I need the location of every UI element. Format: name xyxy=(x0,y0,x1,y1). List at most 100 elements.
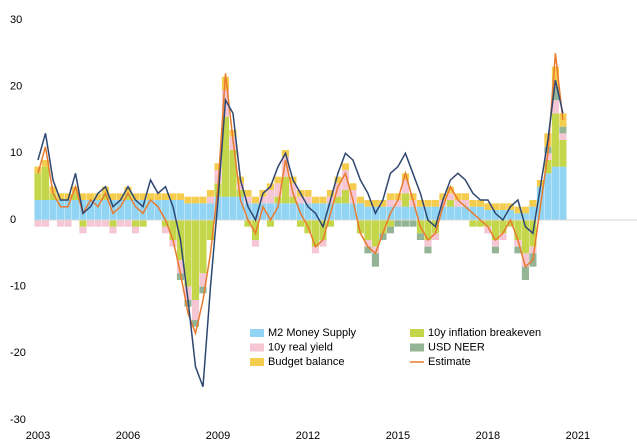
bar-segment xyxy=(491,210,499,220)
bar-segment xyxy=(326,190,335,197)
bar-segment xyxy=(41,220,50,227)
line-series xyxy=(37,53,564,336)
bar-segment xyxy=(379,220,387,234)
y-tick-label: 30 xyxy=(10,14,22,26)
bar-segment xyxy=(364,240,372,247)
bar-segment xyxy=(34,173,42,200)
bar-segment xyxy=(319,220,327,240)
bar-segment xyxy=(401,193,410,207)
bar-segment xyxy=(191,220,200,300)
bar-segment xyxy=(319,240,327,247)
bar-segment xyxy=(169,220,177,240)
bar-segment xyxy=(281,203,290,220)
bar-segment xyxy=(521,206,529,214)
bar-segment xyxy=(514,240,522,247)
line-series xyxy=(37,79,564,387)
bar-segment xyxy=(521,253,529,267)
bar-segment xyxy=(199,286,207,294)
bar-segment xyxy=(356,203,365,220)
bar-segment xyxy=(461,200,469,207)
bar-segment xyxy=(281,176,290,204)
x-tick-label: 2009 xyxy=(206,430,230,441)
x-tick-label: 2018 xyxy=(476,430,500,441)
bar-segment xyxy=(401,206,410,220)
bar-segment xyxy=(41,160,50,167)
bar-segment xyxy=(431,233,439,240)
bar-segment xyxy=(461,206,469,220)
bar-segment xyxy=(506,220,514,227)
y-tick-label: -10 xyxy=(10,281,26,293)
bar-segment xyxy=(139,193,147,200)
bar-segment xyxy=(334,203,342,220)
bar-segment xyxy=(199,196,207,204)
bar-segment xyxy=(446,193,454,200)
y-tick-label: 10 xyxy=(10,147,22,159)
bar-segment xyxy=(229,196,237,220)
bar-segment xyxy=(274,176,282,184)
bar-segment xyxy=(64,200,72,220)
bar-segment xyxy=(469,220,477,227)
bar-segment xyxy=(424,240,432,247)
bar-segment xyxy=(274,183,282,197)
bar-segment xyxy=(251,220,260,240)
bar-segment xyxy=(491,203,499,210)
bar-segment xyxy=(364,246,372,254)
bar-segment xyxy=(484,220,492,227)
bar-segment xyxy=(79,226,87,234)
bar-segment xyxy=(559,140,567,167)
bar-segment xyxy=(131,226,140,234)
bar-segment xyxy=(559,133,567,140)
bar-segment xyxy=(491,246,499,254)
bar-segment xyxy=(124,200,132,220)
bar-segment xyxy=(431,200,439,207)
bar-segment xyxy=(476,206,484,220)
bar-segment xyxy=(491,220,499,240)
legend-swatch xyxy=(410,343,424,352)
bar-segment xyxy=(401,173,410,180)
bar-segment xyxy=(386,226,395,234)
bar-segment xyxy=(49,193,57,200)
bar-segment xyxy=(184,220,192,287)
x-tick-label: 2006 xyxy=(116,430,140,441)
bar-segment xyxy=(469,200,477,207)
bar-segment xyxy=(281,156,290,177)
bar-segment xyxy=(521,220,529,254)
bar-segment xyxy=(191,300,200,320)
bar-segment xyxy=(394,193,402,200)
bar-segment xyxy=(109,193,117,200)
bar-segment xyxy=(551,100,559,114)
bar-segment xyxy=(349,203,357,220)
bar-segment xyxy=(409,200,417,207)
bar-segment xyxy=(304,203,312,220)
bar-segment xyxy=(221,116,230,197)
y-tick-label: -20 xyxy=(10,347,26,359)
bar-segment xyxy=(491,240,499,247)
bar-segment xyxy=(191,203,200,220)
bar-segment xyxy=(371,220,380,247)
bar-segment xyxy=(139,220,147,227)
bar-segment xyxy=(424,200,432,207)
bar-segment xyxy=(311,203,320,220)
bar-segment xyxy=(184,203,192,220)
bar-segment xyxy=(394,206,402,220)
bar-segment xyxy=(236,196,245,220)
legend-swatch xyxy=(250,329,264,337)
bar-segment xyxy=(94,220,102,227)
bar-segment xyxy=(379,200,387,207)
bar-segment xyxy=(109,226,117,234)
bar-segment xyxy=(101,193,110,200)
bar-segment xyxy=(206,196,215,204)
bar-segment xyxy=(341,170,350,190)
bar-segment xyxy=(484,226,492,234)
bar-segment xyxy=(41,166,50,200)
bar-segment xyxy=(199,203,207,220)
bar-segment xyxy=(191,196,200,204)
bar-segment xyxy=(379,233,387,240)
bar-segment xyxy=(559,166,567,220)
bar-segment xyxy=(386,220,395,227)
bar-segment xyxy=(296,220,305,227)
bar-segment xyxy=(64,193,72,200)
bar-segment xyxy=(334,183,342,197)
bar-segment xyxy=(289,203,297,220)
bar-segment xyxy=(311,246,320,254)
